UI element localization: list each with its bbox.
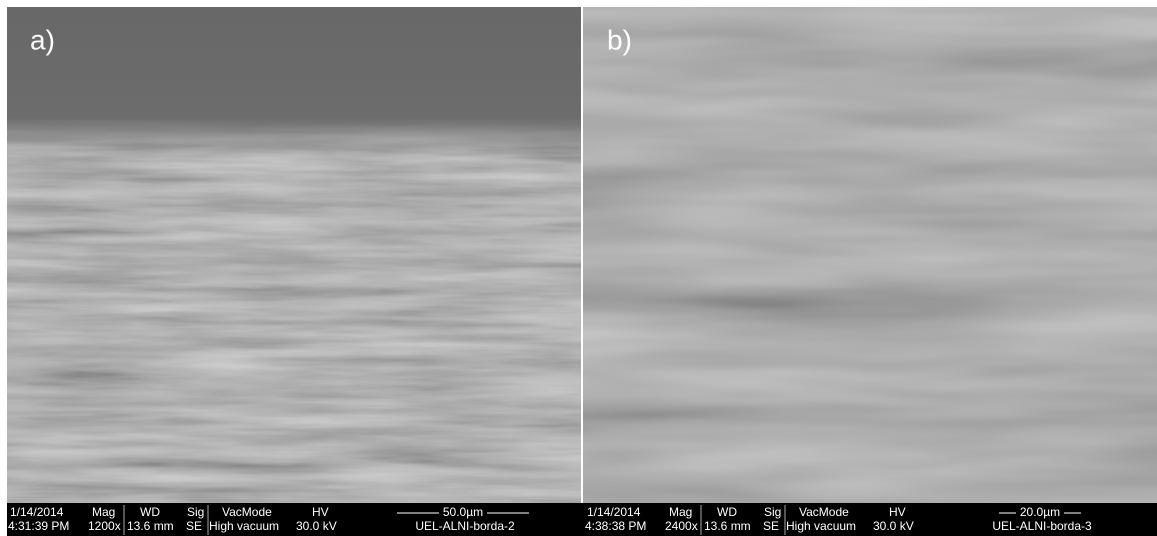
info-sig: SE bbox=[763, 519, 779, 533]
figure: a)1/14/20144:31:39 PMMag1200xWD13.6 mmSi… bbox=[0, 0, 1157, 536]
panel-label: b) bbox=[607, 24, 632, 55]
info-bar bbox=[7, 503, 1157, 536]
info-time: 4:31:39 PM bbox=[8, 519, 69, 533]
info-vac: High vacuum bbox=[786, 519, 856, 533]
info-hv: 30.0 kV bbox=[873, 519, 914, 533]
info-mag-header: Mag bbox=[92, 505, 115, 519]
info-hv: 30.0 kV bbox=[296, 519, 337, 533]
info-mag: 1200x bbox=[88, 519, 121, 533]
info-date: 1/14/2014 bbox=[10, 505, 64, 519]
info-wd-header: WD bbox=[140, 505, 160, 519]
info-scale: 50.0µm bbox=[443, 505, 483, 519]
info-time: 4:38:38 PM bbox=[585, 519, 646, 533]
info-mag-header: Mag bbox=[669, 505, 692, 519]
info-sample: UEL-ALNI-borda-2 bbox=[415, 519, 515, 533]
info-vac-header: VacMode bbox=[222, 505, 272, 519]
info-date: 1/14/2014 bbox=[587, 505, 641, 519]
sem-image-b bbox=[583, 7, 1157, 503]
info-sig-header: Sig bbox=[187, 505, 204, 519]
info-sample: UEL-ALNI-borda-3 bbox=[992, 519, 1092, 533]
info-sig-header: Sig bbox=[764, 505, 781, 519]
info-wd-header: WD bbox=[717, 505, 737, 519]
info-vac: High vacuum bbox=[209, 519, 279, 533]
info-wd: 13.6 mm bbox=[127, 519, 174, 533]
panel-label: a) bbox=[30, 24, 55, 55]
info-wd: 13.6 mm bbox=[704, 519, 751, 533]
info-sig: SE bbox=[186, 519, 202, 533]
info-hv-header: HV bbox=[889, 505, 906, 519]
info-hv-header: HV bbox=[312, 505, 329, 519]
sem-image-a bbox=[7, 7, 581, 503]
info-scale: 20.0µm bbox=[1020, 505, 1060, 519]
info-vac-header: VacMode bbox=[799, 505, 849, 519]
info-mag: 2400x bbox=[665, 519, 698, 533]
